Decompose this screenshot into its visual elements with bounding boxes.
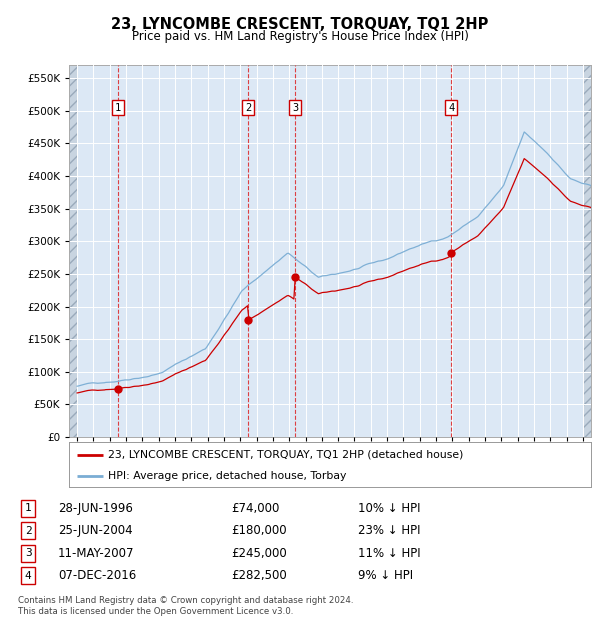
Text: 1: 1 [115,102,121,112]
Text: 11-MAY-2007: 11-MAY-2007 [58,547,134,560]
Text: 9% ↓ HPI: 9% ↓ HPI [358,569,413,582]
Text: 28-JUN-1996: 28-JUN-1996 [58,502,133,515]
Text: 23, LYNCOMBE CRESCENT, TORQUAY, TQ1 2HP (detached house): 23, LYNCOMBE CRESCENT, TORQUAY, TQ1 2HP … [108,450,464,459]
Bar [69,65,77,437]
Text: HPI: Average price, detached house, Torbay: HPI: Average price, detached house, Torb… [108,471,347,480]
Text: 3: 3 [292,102,298,112]
Text: Price paid vs. HM Land Registry's House Price Index (HPI): Price paid vs. HM Land Registry's House … [131,30,469,43]
Text: 4: 4 [448,102,454,112]
Text: £74,000: £74,000 [231,502,279,515]
Text: Contains HM Land Registry data © Crown copyright and database right 2024.
This d: Contains HM Land Registry data © Crown c… [18,596,353,616]
Text: 10% ↓ HPI: 10% ↓ HPI [358,502,420,515]
Text: 2: 2 [245,102,251,112]
Text: 4: 4 [25,571,32,581]
Text: £245,000: £245,000 [231,547,287,560]
Text: 11% ↓ HPI: 11% ↓ HPI [358,547,420,560]
Text: 2: 2 [25,526,32,536]
Text: 07-DEC-2016: 07-DEC-2016 [58,569,136,582]
Text: 23, LYNCOMBE CRESCENT, TORQUAY, TQ1 2HP: 23, LYNCOMBE CRESCENT, TORQUAY, TQ1 2HP [112,17,488,32]
Text: 1: 1 [25,503,32,513]
Text: 25-JUN-2004: 25-JUN-2004 [58,525,133,537]
Bar [583,65,591,437]
Text: £180,000: £180,000 [231,525,287,537]
Text: £282,500: £282,500 [231,569,287,582]
Text: 23% ↓ HPI: 23% ↓ HPI [358,525,420,537]
Text: 3: 3 [25,548,32,558]
